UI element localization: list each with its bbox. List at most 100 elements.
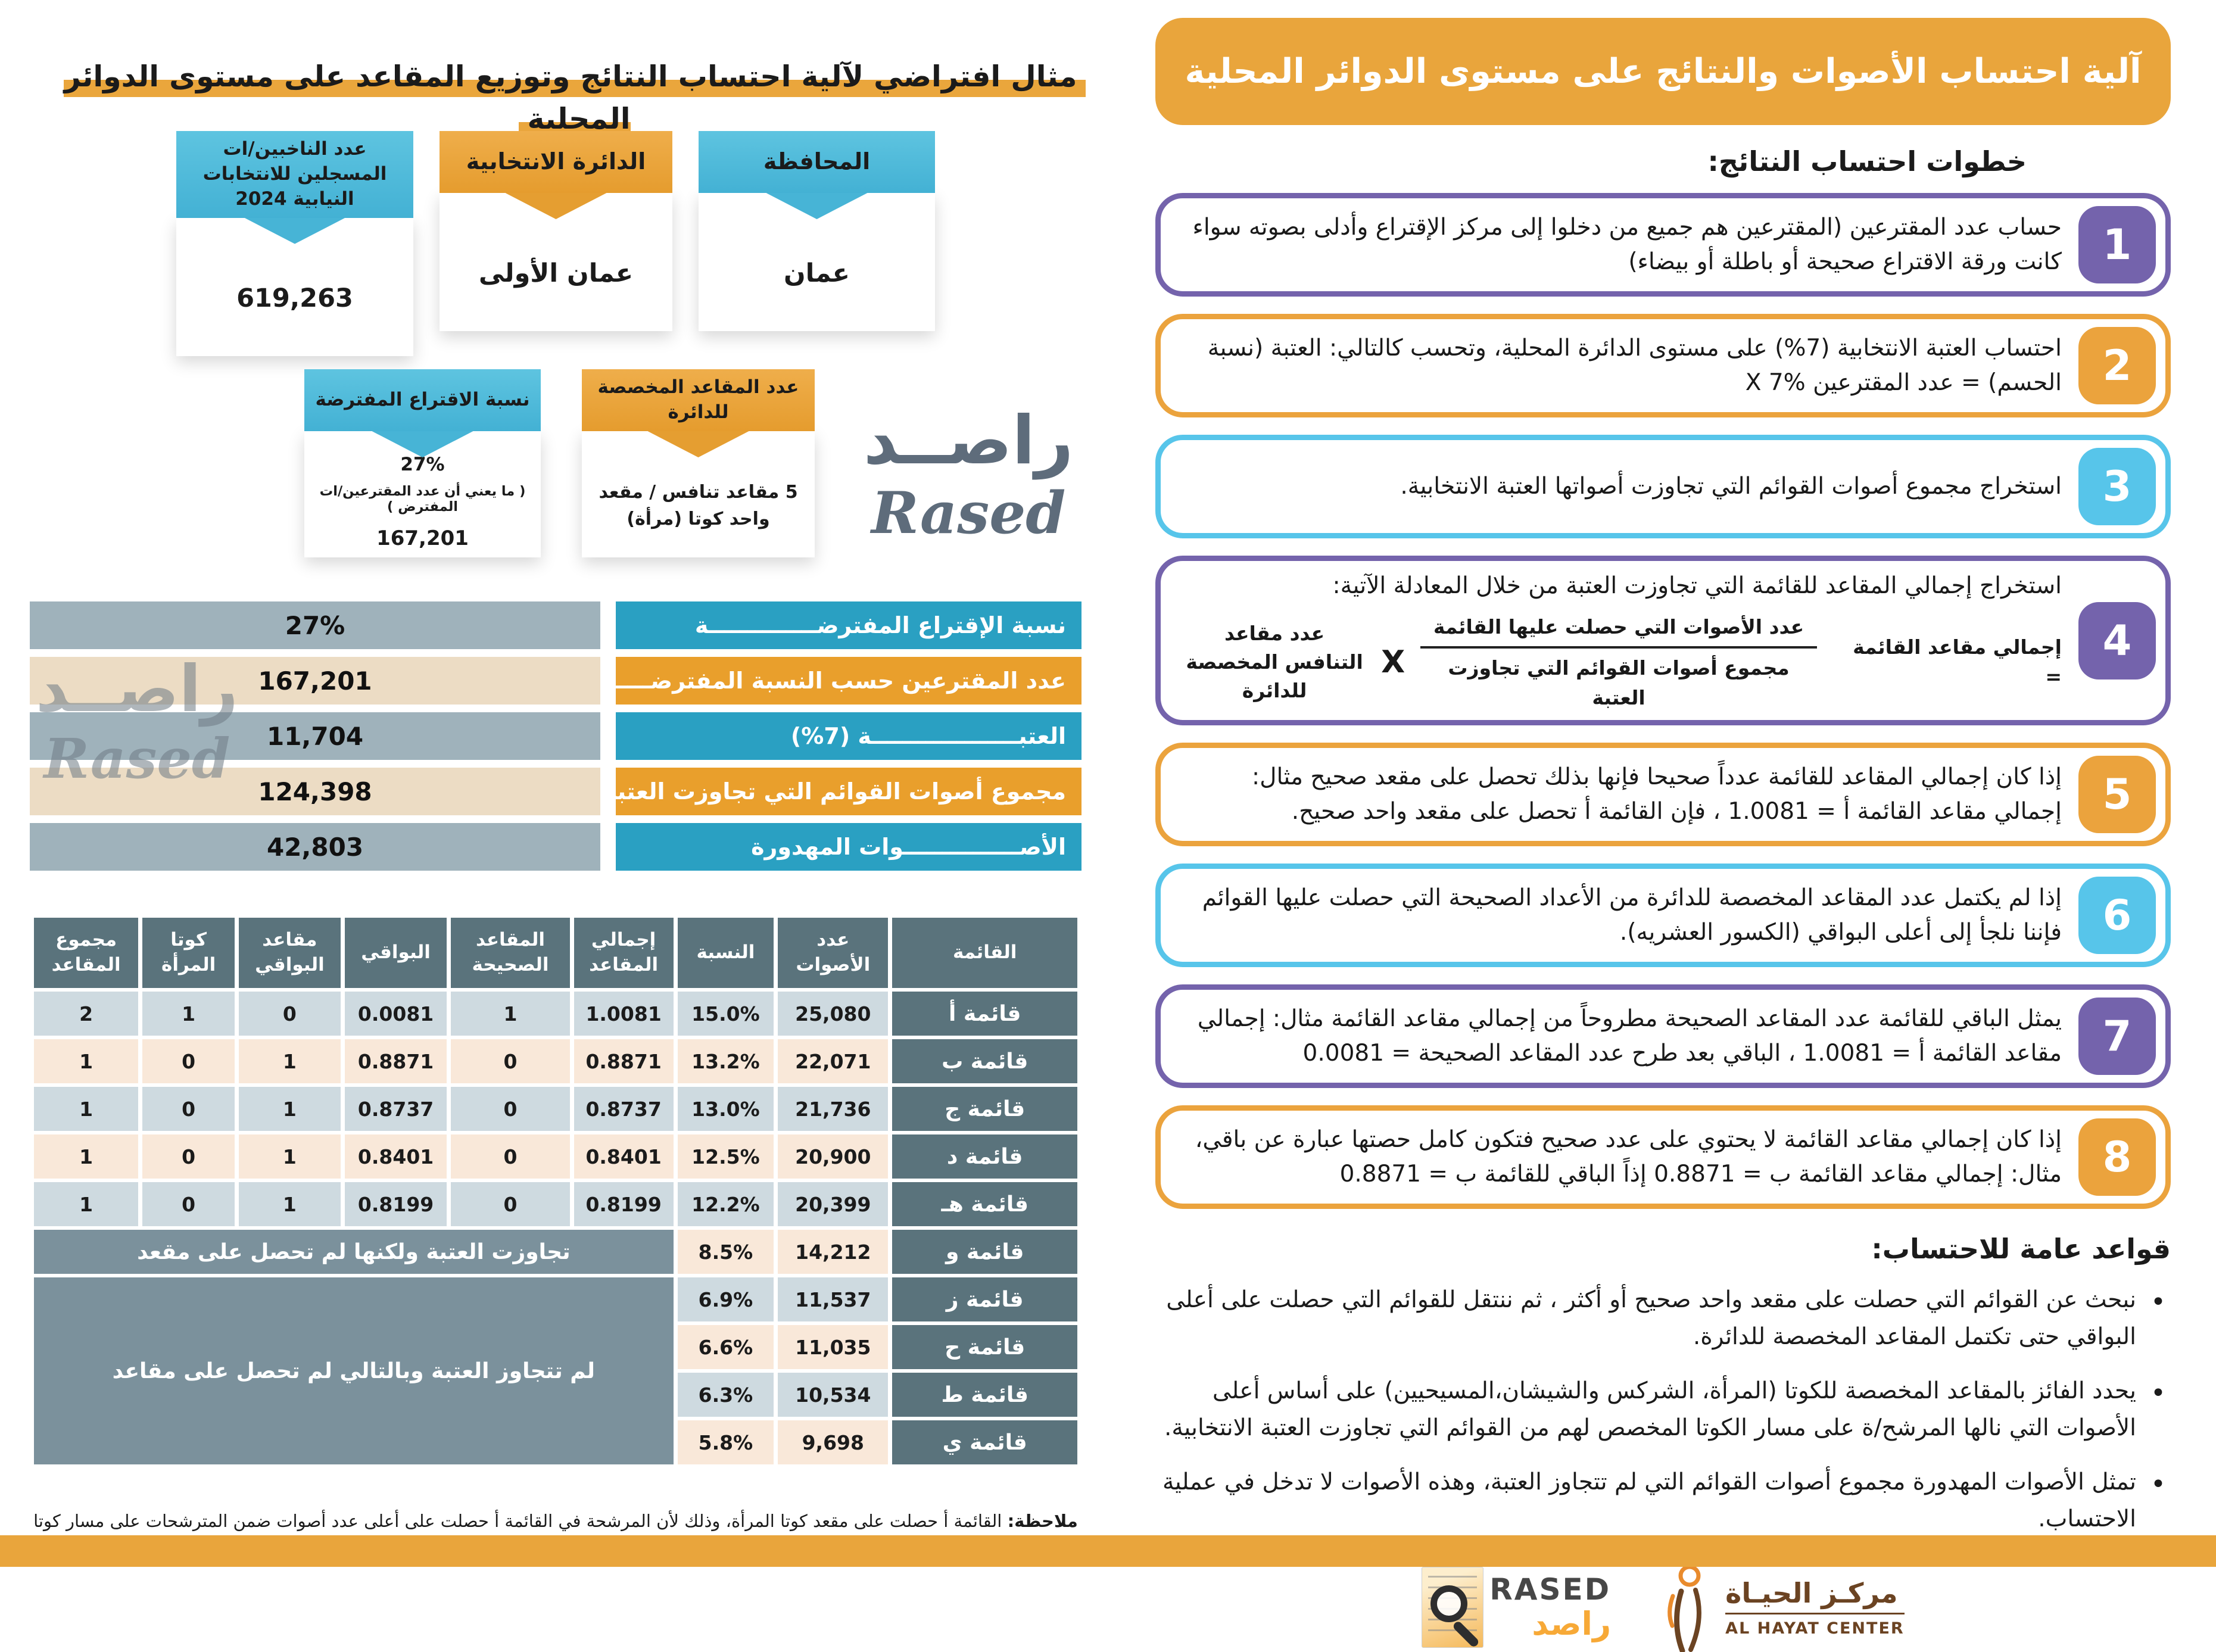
document-icon xyxy=(1422,1567,1484,1649)
main-title: آلية احتساب الأصوات والنتائج على مستوى ا… xyxy=(1155,18,2171,125)
step-number-badge: 7 xyxy=(2078,998,2156,1075)
al-hayat-logo: مركـز الحيـاة AL HAYAT CENTER xyxy=(1659,1563,1905,1652)
rased-watermark: راصــد Rased xyxy=(864,402,1073,547)
cell: 0 xyxy=(142,1039,235,1083)
card-district-header: الدائرة الانتخابية xyxy=(440,131,672,193)
cell: 6.9% xyxy=(677,1277,774,1321)
step-2: 2 احتساب العتبة الانتخابية (7%) على مستو… xyxy=(1155,314,2171,417)
cell: 1 xyxy=(34,1039,139,1083)
cell: 0.8401 xyxy=(344,1134,447,1179)
card-registered-voters-body: 619,263 xyxy=(176,217,413,356)
card-allocated-seats: عدد المقاعد المخصصة للدائرة 5 مقاعد تناف… xyxy=(582,369,815,557)
step-7: 7 يمثل الباقي للقائمة عدد المقاعد الصحيح… xyxy=(1155,984,2171,1088)
cell: 21,736 xyxy=(778,1087,889,1131)
cell: 1 xyxy=(34,1087,139,1131)
bar-value: 27% xyxy=(30,601,600,649)
rule-item: تمثل الأصوات المهدورة مجموع أصوات القوائ… xyxy=(1155,1464,2171,1538)
cell: 0 xyxy=(451,1039,570,1083)
step-text: استخراج إجمالي المقاعد للقائمة التي تجاو… xyxy=(1170,569,2062,712)
hayat-figure-icon xyxy=(1668,1564,1702,1652)
card-turnout-header: نسبة الاقتراع المفترضة xyxy=(304,369,541,431)
cell: 11,537 xyxy=(778,1277,889,1321)
list-name: قائمة د xyxy=(892,1134,1077,1179)
step-number-badge: 5 xyxy=(2078,756,2156,833)
cell: 1 xyxy=(239,1134,341,1179)
formula-multiplier: عدد مقاعد التنافس المخصصة للدائرة xyxy=(1186,621,1363,702)
cell: 20,399 xyxy=(778,1182,889,1226)
rased-name-en: RASED xyxy=(1489,1572,1612,1607)
cell: 1 xyxy=(451,992,570,1036)
cell: 0 xyxy=(142,1134,235,1179)
step-text: استخراج مجموع أصوات القوائم التي تجاوزت … xyxy=(1400,472,2062,500)
cell: 0 xyxy=(451,1134,570,1179)
cell: 13.0% xyxy=(677,1087,774,1131)
rased-logo: RASED راصد xyxy=(1422,1567,1612,1649)
list-name: قائمة ب xyxy=(892,1039,1077,1083)
cell: 9,698 xyxy=(778,1420,889,1464)
steps-heading: خطوات احتساب النتائج: xyxy=(1707,145,2027,177)
seat-formula: إجمالي مقاعد القائمة = عدد الأصوات التي … xyxy=(1183,612,2062,713)
bar-row-wasted-votes: الأصـــــــــــــــوات المهدورة 42,803 xyxy=(30,823,1081,871)
bar-label: العتبـــــــــــــــــــة (7%) xyxy=(616,712,1081,760)
cell: 0.8871 xyxy=(344,1039,447,1083)
card-governorate-value: عمان xyxy=(783,258,850,288)
list-name: قائمة أ xyxy=(892,992,1077,1036)
hayat-name-ar: مركـز الحيـاة xyxy=(1725,1577,1898,1610)
step-3: 3 استخراج مجموع أصوات القوائم التي تجاوز… xyxy=(1155,435,2171,538)
table-row: قائمة ي 9,698 5.8% xyxy=(34,1420,1077,1464)
left-title: مثال افتراضي لآلية احتساب النتائج وتوزيع… xyxy=(30,55,1120,140)
cell: 25,080 xyxy=(778,992,889,1036)
cell: 12.2% xyxy=(677,1182,774,1226)
bar-value: 11,704 xyxy=(30,712,600,760)
cell: 1 xyxy=(142,992,235,1036)
list-name: قائمة ي xyxy=(892,1420,1077,1464)
cell: 0 xyxy=(451,1182,570,1226)
cell: 0.8199 xyxy=(344,1182,447,1226)
step-number-badge: 4 xyxy=(2078,601,2156,679)
left-panel: مثال افتراضي لآلية احتساب النتائج وتوزيع… xyxy=(30,51,1120,1557)
table-row: قائمة أ 25,080 15.0% 1.0081 1 0.0081 0 1… xyxy=(34,992,1077,1036)
cell: 0 xyxy=(451,1087,570,1131)
card-allocated-seats-value: 5 مقاعد تنافس / مقعد واحد كوتا (مرأة) xyxy=(599,482,798,529)
cell: 0.8737 xyxy=(344,1087,447,1131)
step-text: احتساب العتبة الانتخابية (7%) على مستوى … xyxy=(1207,334,2062,397)
step-text: إذا كان إجمالي المقاعد للقائمة عدداً صحي… xyxy=(1252,763,2062,825)
cell: 8.5% xyxy=(677,1230,774,1274)
col-seat-total: مجموع المقاعد xyxy=(34,918,139,988)
multiply-sign: X xyxy=(1381,644,1405,680)
col-list: القائمة xyxy=(892,918,1077,988)
results-table: القائمة عدد الأصوات النسبة إجمالي المقاع… xyxy=(30,914,1081,1468)
formula-denominator: مجموع أصوات القوائم التي تجاوزت العتبة xyxy=(1420,646,1817,712)
cell: 0.8199 xyxy=(574,1182,674,1226)
step-number-badge: 1 xyxy=(2078,206,2156,283)
step-number-badge: 6 xyxy=(2078,877,2156,954)
col-votes: عدد الأصوات xyxy=(778,918,889,988)
hayat-name-en: AL HAYAT CENTER xyxy=(1725,1613,1905,1638)
cell: 13.2% xyxy=(677,1039,774,1083)
table-row: قائمة ح 11,035 6.6% xyxy=(34,1325,1077,1369)
step-text: إذا كان إجمالي مقاعد القائمة لا يحتوي عل… xyxy=(1195,1126,2062,1188)
list-name: قائمة ط xyxy=(892,1373,1077,1417)
bar-value: 124,398 xyxy=(30,768,600,815)
rased-name-ar: راصد xyxy=(1532,1605,1612,1643)
magnifier-icon xyxy=(1430,1585,1468,1623)
card-registered-voters-value: 619,263 xyxy=(236,283,353,313)
table-row: قائمة ب 22,071 13.2% 0.8871 0 0.8871 1 0… xyxy=(34,1039,1077,1083)
card-turnout-number: 167,201 xyxy=(376,526,469,550)
bar-value: 42,803 xyxy=(30,823,600,871)
bar-label: عدد المقترعين حسب النسبة المفترضـــــة xyxy=(616,657,1081,705)
card-governorate: المحافظة عمان xyxy=(699,131,935,331)
rased-wordmark: RASED راصد xyxy=(1489,1572,1612,1643)
cell: 0 xyxy=(142,1182,235,1226)
card-allocated-seats-header: عدد المقاعد المخصصة للدائرة xyxy=(582,369,815,431)
card-district-value: عمان الأولى xyxy=(478,258,634,288)
step-text: يمثل الباقي للقائمة عدد المقاعد الصحيحة … xyxy=(1197,1005,2062,1067)
card-turnout: نسبة الاقتراع المفترضة 27% ( ما يعني أن … xyxy=(304,369,541,557)
summary-bars: نسبة الإقتراع المفترضــــــــــــــة 27%… xyxy=(30,601,1081,878)
card-district: الدائرة الانتخابية عمان الأولى xyxy=(440,131,672,331)
card-registered-voters: عدد الناخبين/ات المسجلين للانتخابات الني… xyxy=(176,131,413,356)
table-row: قائمة هـ 20,399 12.2% 0.8199 0 0.8199 1 … xyxy=(34,1182,1077,1226)
cell: 11,035 xyxy=(778,1325,889,1369)
col-total-seats: إجمالي المقاعد xyxy=(574,918,674,988)
bar-row-turnout: نسبة الإقتراع المفترضــــــــــــــة 27% xyxy=(30,601,1081,649)
